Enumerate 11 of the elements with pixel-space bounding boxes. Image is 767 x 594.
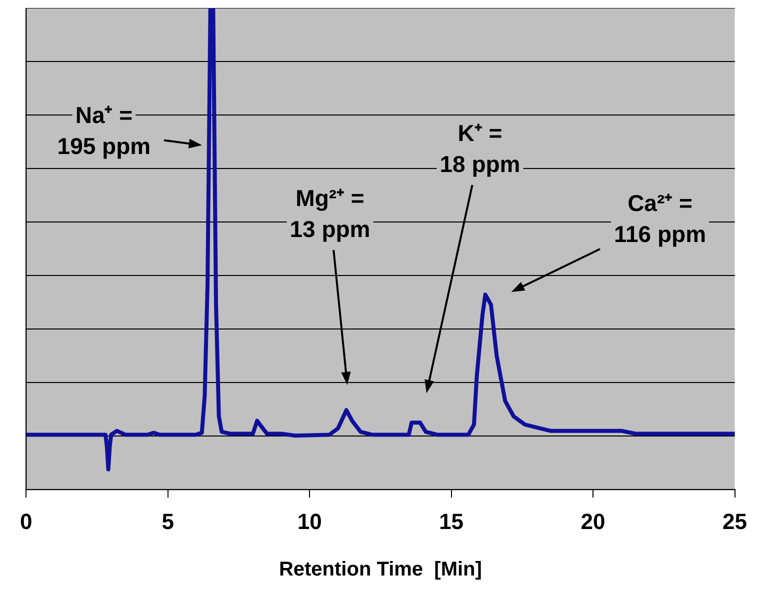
annotation: Ca²⁺ = 116 ppm: [614, 190, 706, 247]
x-tick-label: 25: [722, 508, 748, 534]
annotation: Na⁺ = 195 ppm: [57, 102, 151, 160]
annotation: K⁺ = 18 ppm: [440, 120, 520, 177]
x-axis-title: Retention Time [Min]: [278, 558, 482, 581]
x-tick-label: 5: [162, 508, 174, 534]
x-tick-label: 0: [20, 508, 32, 534]
x-tick-label: 20: [580, 508, 606, 534]
x-tick-label: 10: [297, 508, 322, 534]
x-tick-label: 15: [439, 508, 464, 534]
annotation: Mg²⁺ = 13 ppm: [290, 184, 370, 242]
